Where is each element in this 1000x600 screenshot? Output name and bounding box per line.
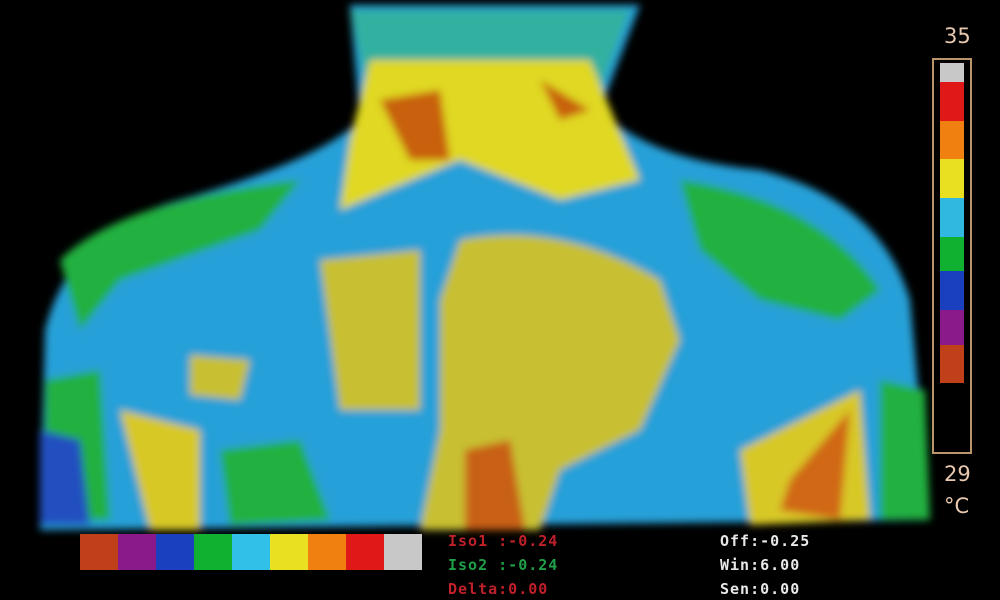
palette-swatch [346, 534, 384, 570]
colorbar-segment [940, 344, 964, 384]
sensitivity-readout: Sen:0.00 [720, 580, 801, 598]
colorbar-segment [940, 236, 964, 272]
iso1-readout: Iso1 :-0.24 [448, 532, 559, 550]
palette-swatch [118, 534, 156, 570]
colorbar-segment [940, 198, 964, 237]
colorbar-segment [940, 120, 964, 160]
lower-left-yellow [120, 410, 200, 530]
colorbar-segment [940, 82, 964, 121]
offset-readout: Off:-0.25 [720, 532, 811, 550]
palette-swatch [232, 534, 270, 570]
color-scale-bar [932, 58, 972, 454]
colorbar-segment [940, 310, 964, 345]
right-arm-green [880, 380, 930, 520]
scale-max-label: 35 [944, 24, 971, 48]
colorbar-segment [940, 383, 964, 449]
palette-swatch [194, 534, 232, 570]
hot-neck-spot [380, 80, 590, 160]
palette-swatch [270, 534, 308, 570]
palette-strip [80, 534, 422, 570]
scale-min-label: 29 [944, 462, 971, 486]
left-small-yellow [190, 355, 250, 400]
palette-swatch [308, 534, 346, 570]
lower-left-green [220, 440, 330, 525]
left-chest-yellow [320, 250, 420, 410]
left-arm-blue [40, 430, 90, 525]
window-readout: Win:6.00 [720, 556, 801, 574]
colorbar-segment [940, 159, 964, 199]
delta-readout: Delta:0.00 [448, 580, 549, 598]
left-shoulder-green [60, 180, 300, 330]
iso2-readout: Iso2 :-0.24 [448, 556, 559, 574]
colorbar-segment [940, 63, 964, 83]
lower-center-hot [465, 440, 525, 530]
palette-swatch [156, 534, 194, 570]
unit-label: °C [944, 494, 970, 518]
palette-swatch [384, 534, 422, 570]
colorbar-segment [940, 271, 964, 310]
lower-right-hot [780, 410, 850, 520]
right-shoulder-green [680, 180, 880, 320]
palette-swatch [80, 534, 118, 570]
